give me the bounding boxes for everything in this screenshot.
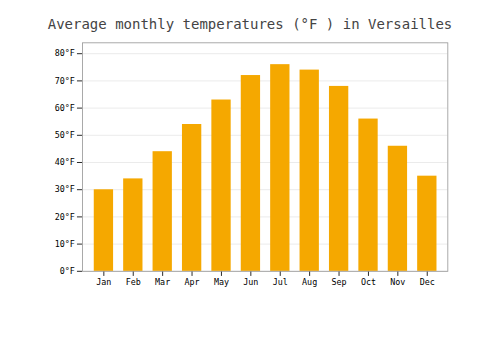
- svg-text:Jul: Jul: [273, 277, 288, 287]
- svg-text:Nov: Nov: [390, 277, 405, 287]
- svg-text:Sep: Sep: [331, 277, 346, 287]
- svg-text:70°F: 70°F: [55, 76, 75, 86]
- svg-text:May: May: [214, 277, 229, 287]
- svg-text:Jun: Jun: [243, 277, 258, 287]
- svg-text:10°F: 10°F: [55, 239, 75, 249]
- svg-text:Apr: Apr: [184, 277, 199, 287]
- html-text:Average monthly temperatures (: Average monthly temperatures (°F ) in Ve…: [47, 16, 453, 32]
- svg-text:Dec: Dec: [420, 277, 435, 287]
- svg-text:Mar: Mar: [155, 277, 170, 287]
- svg-text:20°F: 20°F: [55, 212, 75, 222]
- svg-text:Oct: Oct: [361, 277, 376, 287]
- svg-text:Jan: Jan: [96, 277, 111, 287]
- svg-text:0°F: 0°F: [60, 266, 75, 276]
- svg-text:Aug: Aug: [302, 277, 317, 287]
- svg-text:30°F: 30°F: [55, 184, 75, 194]
- svg-text:40°F: 40°F: [55, 157, 75, 167]
- svg-text:80°F: 80°F: [55, 48, 75, 58]
- svg-text:Feb: Feb: [126, 277, 141, 287]
- svg-text:50°F: 50°F: [55, 130, 75, 140]
- svg-text:60°F: 60°F: [55, 103, 75, 113]
